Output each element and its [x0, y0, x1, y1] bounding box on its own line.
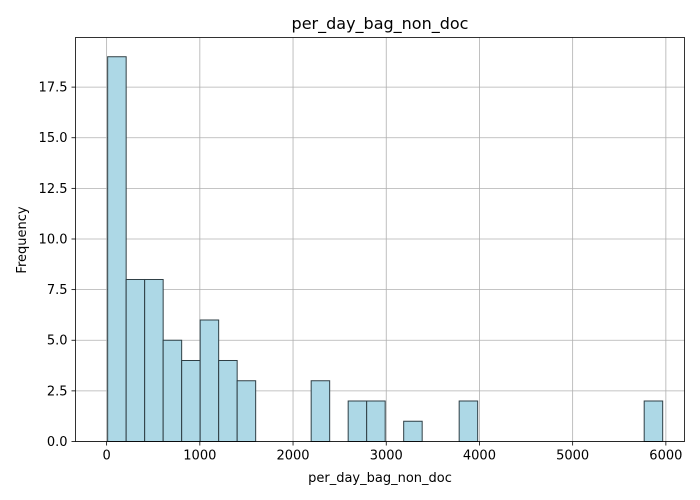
histogram-bar	[348, 401, 367, 442]
histogram-bar	[367, 401, 386, 442]
histogram-bar	[459, 401, 478, 442]
histogram-bar	[219, 360, 238, 441]
y-tick-label: 0.0	[47, 435, 68, 450]
histogram-bar	[404, 421, 423, 441]
y-tick-label: 7.5	[47, 283, 68, 298]
x-tick-label: 2000	[276, 449, 309, 464]
histogram-bar	[126, 279, 145, 441]
histogram-bar	[311, 381, 330, 442]
x-tick-label: 6000	[649, 449, 682, 464]
y-tick-label: 17.5	[39, 81, 68, 96]
x-axis-label: per_day_bag_non_doc	[308, 471, 452, 486]
y-axis-label: Frequency	[15, 206, 30, 273]
x-tick-label: 1000	[183, 449, 216, 464]
y-tick-label: 12.5	[39, 182, 68, 197]
x-tick-label: 4000	[463, 449, 496, 464]
chart-title: per_day_bag_non_doc	[292, 14, 469, 34]
y-tick-label: 15.0	[39, 131, 68, 146]
x-tick-label: 3000	[370, 449, 403, 464]
bars-layer	[108, 57, 663, 442]
histogram-bar	[182, 360, 201, 441]
y-tick-label: 10.0	[39, 232, 68, 247]
histogram-bar	[163, 340, 182, 441]
x-tick-label: 5000	[556, 449, 589, 464]
y-tick-label: 2.5	[47, 384, 68, 399]
x-tick-label: 0	[102, 449, 110, 464]
histogram-bar	[644, 401, 663, 442]
histogram-bar	[237, 381, 256, 442]
histogram-bar	[108, 57, 127, 442]
histogram-bar	[145, 279, 164, 441]
histogram-bar	[200, 320, 219, 442]
y-tick-label: 5.0	[47, 334, 68, 349]
